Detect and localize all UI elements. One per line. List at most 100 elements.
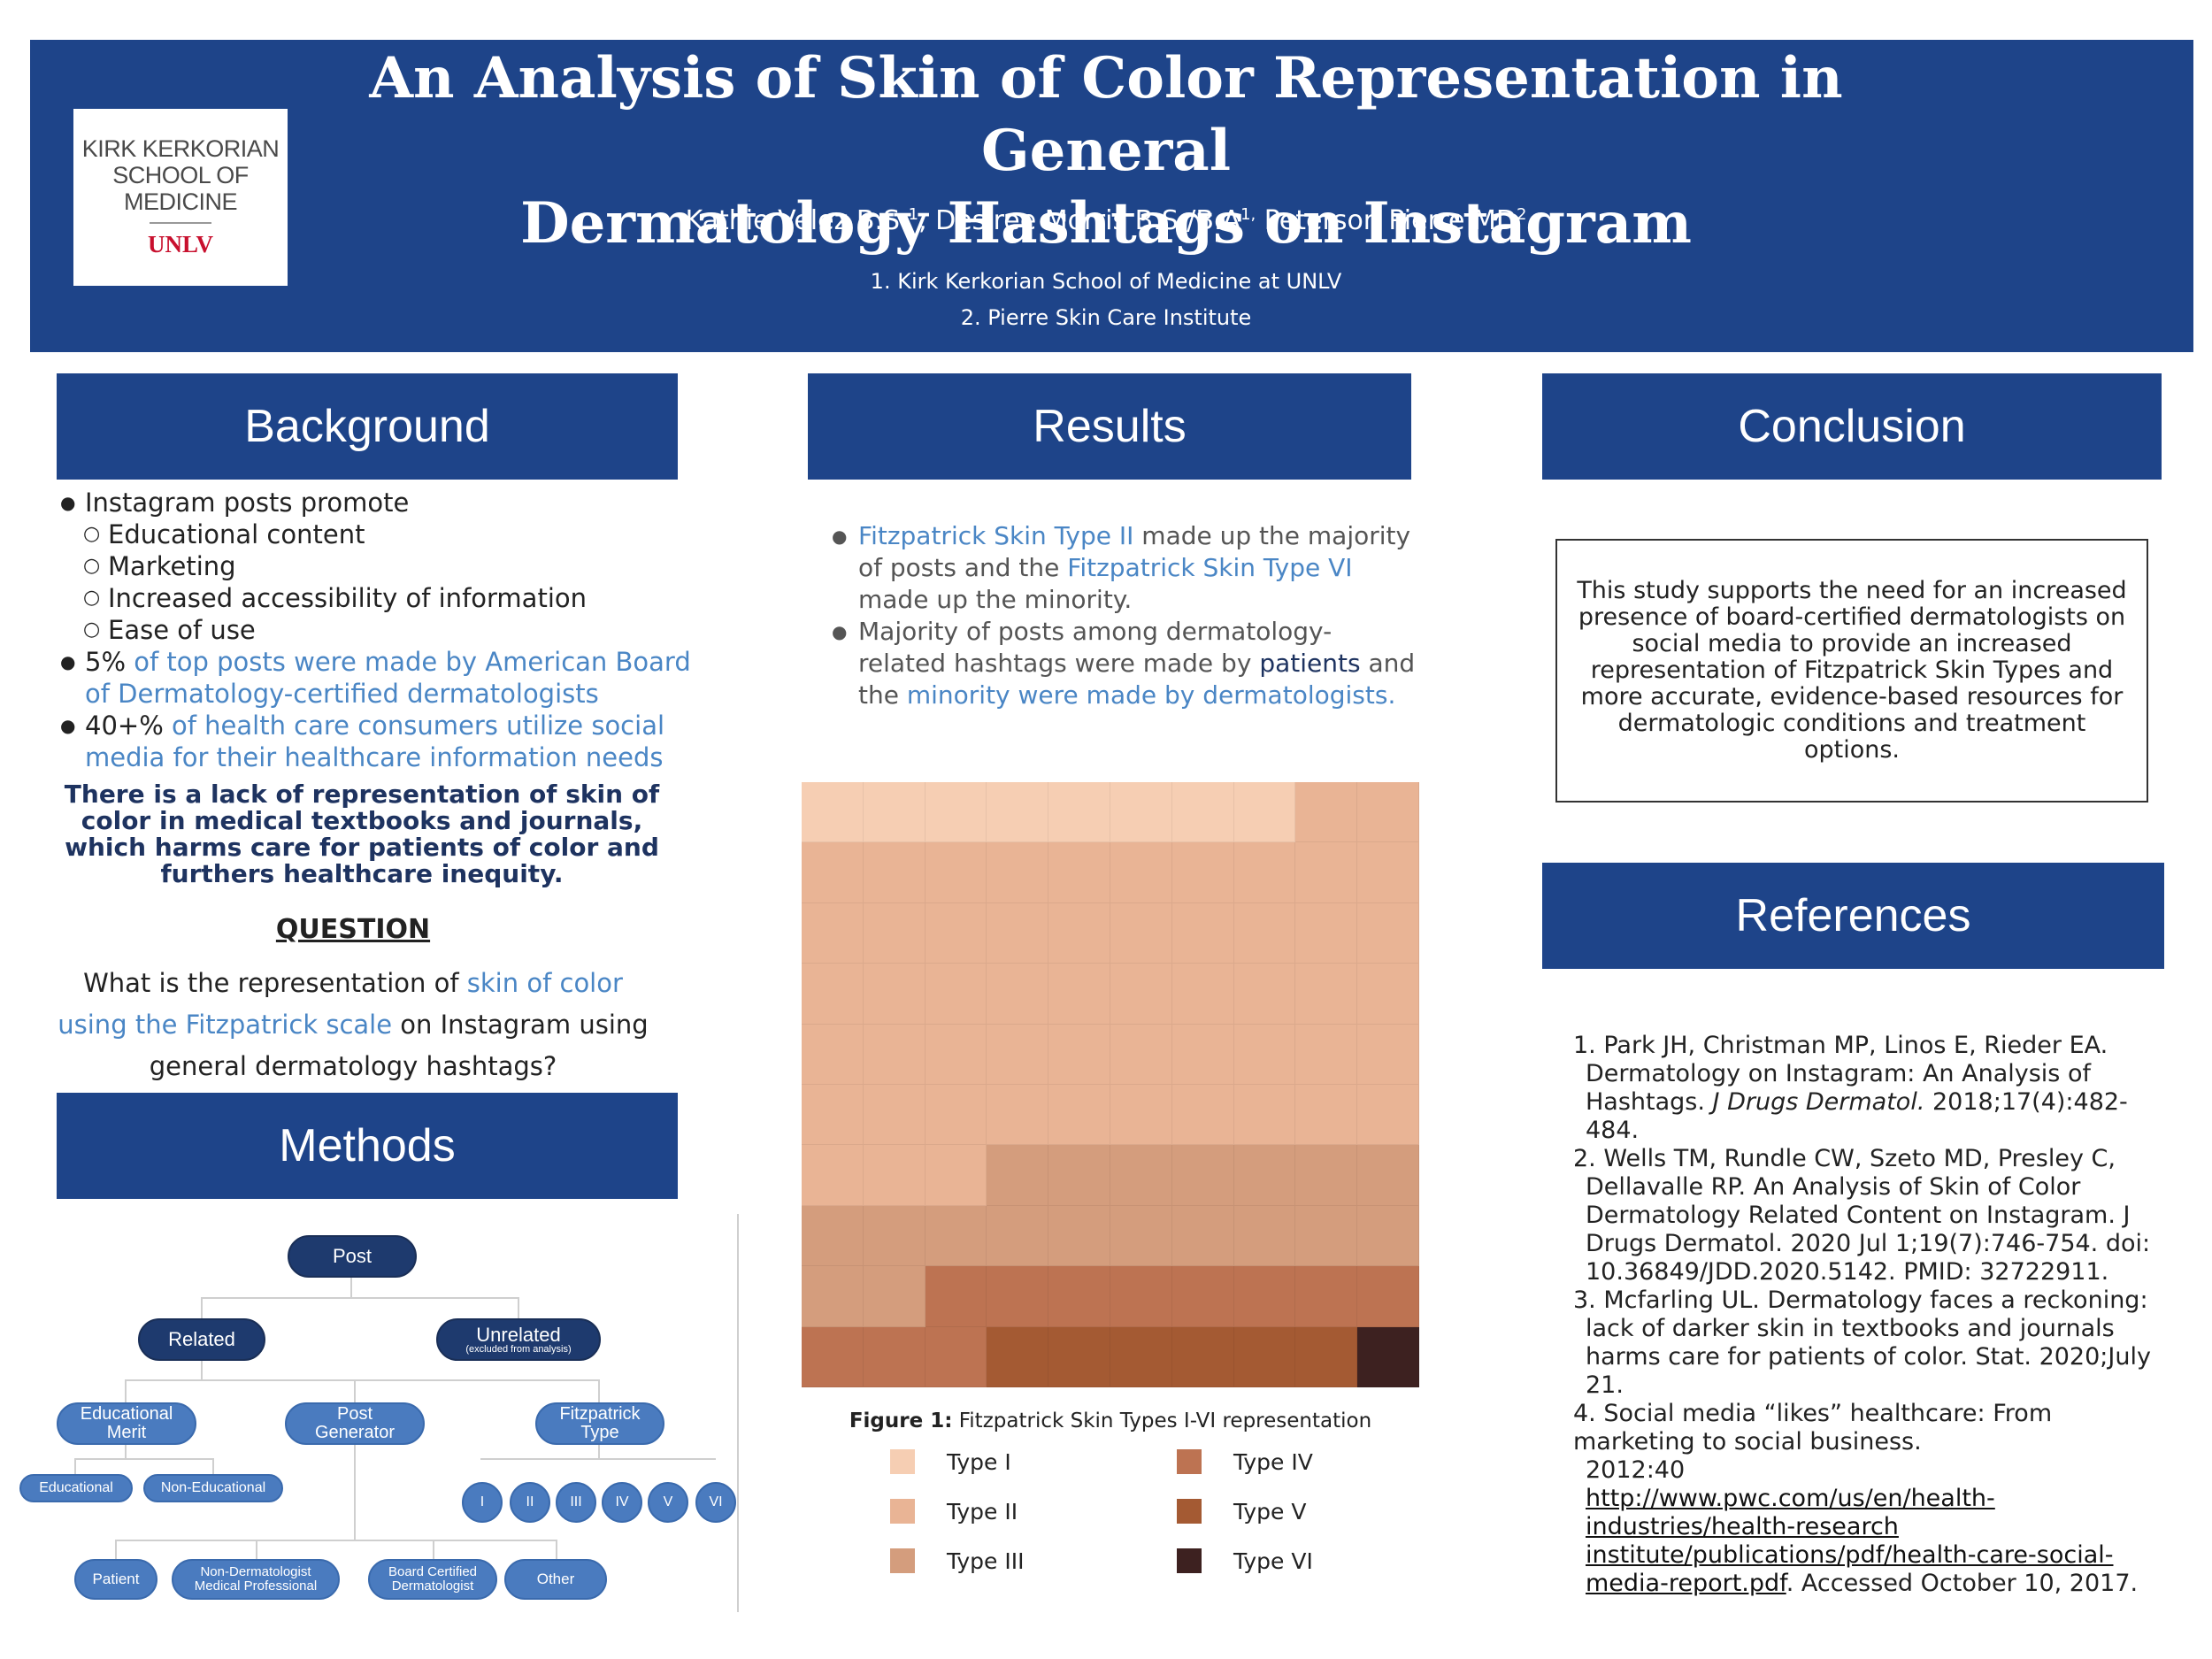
legend-label: Type II [947, 1499, 1018, 1525]
waffle-cell-type-i [802, 782, 864, 843]
legend-swatch [890, 1548, 915, 1573]
waffle-cell-type-ii [1233, 964, 1296, 1025]
reference-4-link[interactable]: http://www.pwc.com/us/en/health-industri… [1586, 1485, 2114, 1597]
waffle-cell-type-ii [802, 1085, 864, 1146]
author-2-sup: 1, [1240, 205, 1256, 224]
conclusion-box: This study supports the need for an incr… [1555, 539, 2148, 803]
reference-text: 1. Park JH, Christman MP, Linos E, Riede… [1573, 1032, 2108, 1116]
list-item: Marketing [57, 550, 694, 582]
waffle-cell-type-ii [1048, 964, 1110, 1025]
connector [518, 1297, 519, 1320]
bullet-text: Instagram posts promote [85, 488, 410, 518]
waffle-cell-type-ii [925, 1024, 987, 1085]
poster-header [30, 40, 2193, 352]
waffle-cell-type-ii [1295, 782, 1358, 843]
connector [201, 1297, 519, 1299]
node-label: Non-Dermatologist [200, 1564, 311, 1580]
connector [433, 1540, 434, 1559]
waffle-cell-type-ii [1357, 1024, 1419, 1085]
reference-3: 3. Mcfarling UL. Dermatology faces a rec… [1573, 1286, 2151, 1399]
author-3-sup: 2 [1517, 205, 1527, 224]
waffle-cell-type-ii [1171, 842, 1234, 903]
waffle-cell-type-iii [925, 1205, 987, 1267]
waffle-cell-type-iii [802, 1266, 864, 1327]
connector [74, 1458, 214, 1460]
waffle-cell-type-ii [1110, 964, 1172, 1025]
legend-label: Type V [1233, 1499, 1307, 1525]
list-item: Educational content [57, 518, 694, 550]
flow-node-type-iii: III [556, 1482, 596, 1523]
fitzpatrick-waffle-chart [802, 782, 1419, 1387]
waffle-cell-type-iii [1295, 1205, 1358, 1267]
waffle-cell-type-v [1171, 1326, 1234, 1387]
waffle-cell-type-iv [925, 1326, 987, 1387]
waffle-cell-type-iv [863, 1326, 926, 1387]
node-label: Dermatologist [391, 1578, 474, 1594]
waffle-cell-type-ii [1110, 1085, 1172, 1146]
logo-line2: SCHOOL OF [112, 162, 249, 188]
connector [480, 1458, 716, 1460]
waffle-cell-type-iv [1233, 1266, 1296, 1327]
waffle-cell-type-ii [1048, 1024, 1110, 1085]
flow-node-type-vi: VI [695, 1482, 736, 1523]
background-statement: There is a lack of representation of ski… [64, 780, 660, 888]
waffle-cell-type-v [1048, 1326, 1110, 1387]
affiliation-2: 2. Pierre Skin Care Institute [960, 305, 1252, 330]
connector [201, 1360, 203, 1381]
flow-node-unrelated: Unrelated (excluded from analysis) [436, 1318, 601, 1361]
flow-node-board-certified: Board Certified Dermatologist [368, 1559, 497, 1600]
logo-line3: MEDICINE [123, 188, 238, 215]
waffle-cell-type-ii [1110, 902, 1172, 964]
waffle-cell-type-vi [1357, 1326, 1419, 1387]
waffle-cell-type-ii [1357, 964, 1419, 1025]
waffle-cell-type-ii [1110, 1024, 1172, 1085]
waffle-cell-type-ii [1233, 1024, 1296, 1085]
reference-4-link-wrap: http://www.pwc.com/us/en/health-industri… [1573, 1485, 2157, 1598]
waffle-cell-type-ii [925, 964, 987, 1025]
connector [350, 1276, 352, 1299]
legend-swatch [1177, 1548, 1202, 1573]
question-label: QUESTION [275, 914, 431, 945]
flow-node-educational: Educational [19, 1474, 133, 1502]
references-heading: References [1542, 863, 2164, 969]
results-list: Fitzpatrick Skin Type II made up the maj… [832, 520, 1416, 711]
flow-node-fitzpatrick-type: Fitzpatrick Type [535, 1402, 664, 1445]
node-label: Type [580, 1423, 619, 1442]
waffle-cell-type-ii [863, 1024, 926, 1085]
result-text: Majority of posts among dermatology-rela… [858, 617, 1333, 678]
list-item: 40+% of health care consumers utilize so… [57, 710, 694, 773]
waffle-cell-type-ii [1171, 964, 1234, 1025]
waffle-cell-type-iii [1048, 1145, 1110, 1206]
figure-caption-text: Fitzpatrick Skin Types I-VI representati… [952, 1409, 1372, 1432]
waffle-cell-type-ii [1233, 842, 1296, 903]
flow-node-type-v: V [648, 1482, 688, 1523]
node-label: Fitzpatrick [559, 1404, 641, 1424]
bullet-text: Marketing [108, 551, 236, 581]
waffle-cell-type-ii [925, 902, 987, 964]
result-text: made up the minority. [858, 585, 1133, 614]
waffle-cell-type-ii [1357, 782, 1419, 843]
waffle-cell-type-iii [1233, 1145, 1296, 1206]
list-item: Increased accessibility of information [57, 582, 694, 614]
flow-node-educational-merit: Educational Merit [57, 1402, 196, 1445]
legend-label: Type III [947, 1548, 1025, 1574]
waffle-cell-type-iv [1295, 1266, 1358, 1327]
waffle-cell-type-ii [987, 1024, 1049, 1085]
question-text: What is the representation of skin of co… [57, 963, 649, 1087]
waffle-cell-type-iii [802, 1205, 864, 1267]
waffle-cell-type-iii [1233, 1205, 1296, 1267]
list-item: Ease of use [57, 614, 694, 646]
reference-text: 2018;17(4):482-484. [1586, 1088, 2128, 1144]
logo-rule [150, 222, 211, 224]
flow-node-other: Other [504, 1559, 607, 1600]
waffle-cell-type-ii [863, 1145, 926, 1206]
legend-swatch [1177, 1499, 1202, 1524]
waffle-cell-type-iii [863, 1266, 926, 1327]
waffle-cell-type-iv [1357, 1266, 1419, 1327]
author-3: Peterson Pierre MD [1256, 205, 1517, 236]
waffle-cell-type-ii [925, 1085, 987, 1146]
bullet-text: Increased accessibility of information [108, 583, 588, 613]
flow-node-type-i: I [462, 1482, 503, 1523]
result-text: and the [858, 649, 1416, 710]
connector [115, 1540, 117, 1559]
